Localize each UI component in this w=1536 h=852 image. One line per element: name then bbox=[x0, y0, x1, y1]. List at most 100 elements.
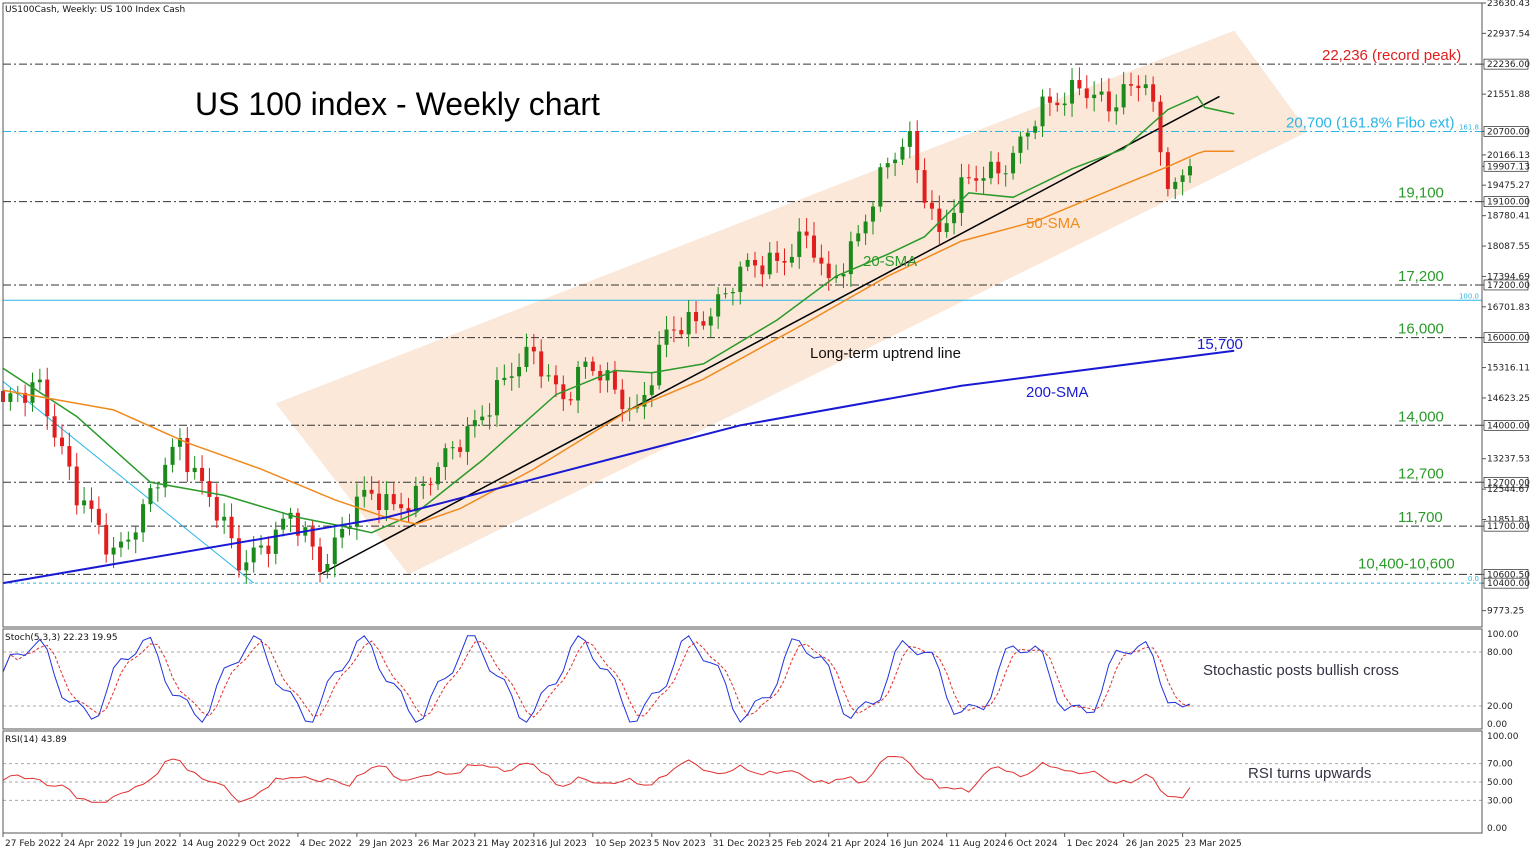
fibo-tag: 100.0 bbox=[1459, 292, 1479, 300]
candle-body bbox=[8, 393, 13, 402]
level-label: 10,400-10,600 bbox=[1358, 555, 1455, 572]
price-axis-label: 20166.13 bbox=[1487, 151, 1530, 161]
candle-body bbox=[797, 231, 802, 257]
sma-line-50 bbox=[2, 150, 1235, 525]
candle bbox=[1077, 67, 1082, 96]
candle-body bbox=[893, 159, 898, 164]
candle bbox=[1047, 87, 1052, 116]
candle bbox=[826, 251, 831, 291]
candle bbox=[155, 481, 160, 502]
candle-body bbox=[811, 235, 816, 258]
time-axis-label: 14 Aug 2022 bbox=[182, 839, 240, 849]
price-tag-box bbox=[1483, 279, 1529, 291]
candle bbox=[1025, 128, 1030, 150]
candle-body bbox=[944, 223, 949, 233]
candle-body bbox=[789, 256, 794, 263]
time-axis-label: 23 Mar 2025 bbox=[1185, 839, 1242, 849]
candle-body bbox=[155, 487, 160, 489]
price-axis-label: 13237.53 bbox=[1487, 455, 1530, 465]
candle-body bbox=[929, 202, 934, 209]
candle bbox=[273, 521, 278, 565]
candle-body bbox=[118, 541, 123, 548]
candle-body bbox=[996, 161, 1001, 174]
candle-body bbox=[694, 311, 699, 322]
candle-body bbox=[413, 485, 418, 512]
chart-title: US 100 index - Weekly chart bbox=[195, 86, 600, 122]
candle-body bbox=[37, 379, 42, 383]
price-axis-label: 20700.00 bbox=[1487, 127, 1530, 137]
level-label: 11,700 bbox=[1398, 509, 1443, 526]
candle bbox=[104, 513, 109, 563]
candle-body bbox=[885, 163, 890, 168]
candle bbox=[266, 536, 271, 568]
candle bbox=[1033, 120, 1038, 140]
price-axis-label: 21551.88 bbox=[1487, 90, 1530, 100]
candle-body bbox=[760, 265, 765, 275]
candle-body bbox=[1062, 103, 1067, 106]
price-axis-label: 9773.25 bbox=[1487, 607, 1524, 617]
level-label: 14,000 bbox=[1398, 408, 1444, 425]
candle-body bbox=[1165, 152, 1170, 190]
candle bbox=[82, 486, 87, 514]
candle-body bbox=[671, 329, 676, 331]
candle-body bbox=[1055, 102, 1060, 106]
candle-body bbox=[1092, 94, 1097, 99]
candle-body bbox=[421, 483, 426, 486]
candle-body bbox=[472, 420, 477, 427]
candle-body bbox=[177, 438, 182, 447]
price-axis-label: 11700.00 bbox=[1487, 522, 1530, 532]
candle bbox=[1173, 177, 1178, 200]
candle bbox=[767, 242, 772, 279]
candle bbox=[627, 396, 632, 422]
candle bbox=[458, 439, 463, 458]
candle bbox=[494, 367, 499, 427]
channel-band bbox=[275, 30, 1308, 575]
price-tag-box bbox=[1483, 419, 1529, 431]
candle bbox=[23, 384, 28, 417]
price-axis-label: 19475.27 bbox=[1487, 181, 1530, 191]
candle-body bbox=[509, 376, 514, 378]
candle bbox=[200, 455, 205, 495]
candle bbox=[885, 157, 890, 179]
sma-line-20 bbox=[2, 95, 1235, 534]
candle bbox=[325, 553, 330, 579]
candle-body bbox=[863, 221, 868, 234]
candle bbox=[281, 512, 286, 537]
candle-body bbox=[708, 316, 713, 326]
candle-body bbox=[251, 547, 256, 563]
candle bbox=[775, 241, 780, 273]
candle-body bbox=[775, 252, 780, 261]
candle-body bbox=[834, 276, 839, 279]
candle bbox=[487, 403, 492, 430]
time-axis-label: 21 Apr 2024 bbox=[831, 839, 887, 849]
price-axis-label: 18087.55 bbox=[1487, 242, 1530, 252]
candle-body bbox=[848, 241, 853, 275]
candle-body bbox=[354, 496, 359, 527]
candle-body bbox=[325, 564, 330, 572]
candle-body bbox=[377, 493, 382, 511]
uptrend-label: Long-term uptrend line bbox=[810, 345, 961, 362]
rsi-axis-label: 30.00 bbox=[1487, 796, 1513, 806]
candle-body bbox=[487, 415, 492, 417]
candle bbox=[745, 253, 750, 272]
candle-body bbox=[266, 545, 271, 554]
moving-averages bbox=[2, 95, 1235, 585]
candle-body bbox=[435, 466, 440, 485]
candle bbox=[67, 432, 72, 481]
candle bbox=[922, 158, 927, 209]
candle bbox=[340, 516, 345, 549]
candle-body bbox=[1025, 132, 1030, 137]
candle-body bbox=[30, 382, 35, 403]
candle-body bbox=[1180, 175, 1185, 182]
candle bbox=[1099, 77, 1104, 102]
candle-body bbox=[723, 293, 728, 295]
candle bbox=[848, 231, 853, 287]
candle bbox=[229, 503, 234, 549]
sma-line-200 bbox=[2, 349, 1235, 585]
candle-body bbox=[104, 524, 109, 555]
candle-body bbox=[966, 177, 971, 179]
candle-body bbox=[141, 504, 146, 533]
time-axis-label: 21 May 2023 bbox=[477, 839, 536, 849]
price-tag-box bbox=[1483, 520, 1529, 532]
